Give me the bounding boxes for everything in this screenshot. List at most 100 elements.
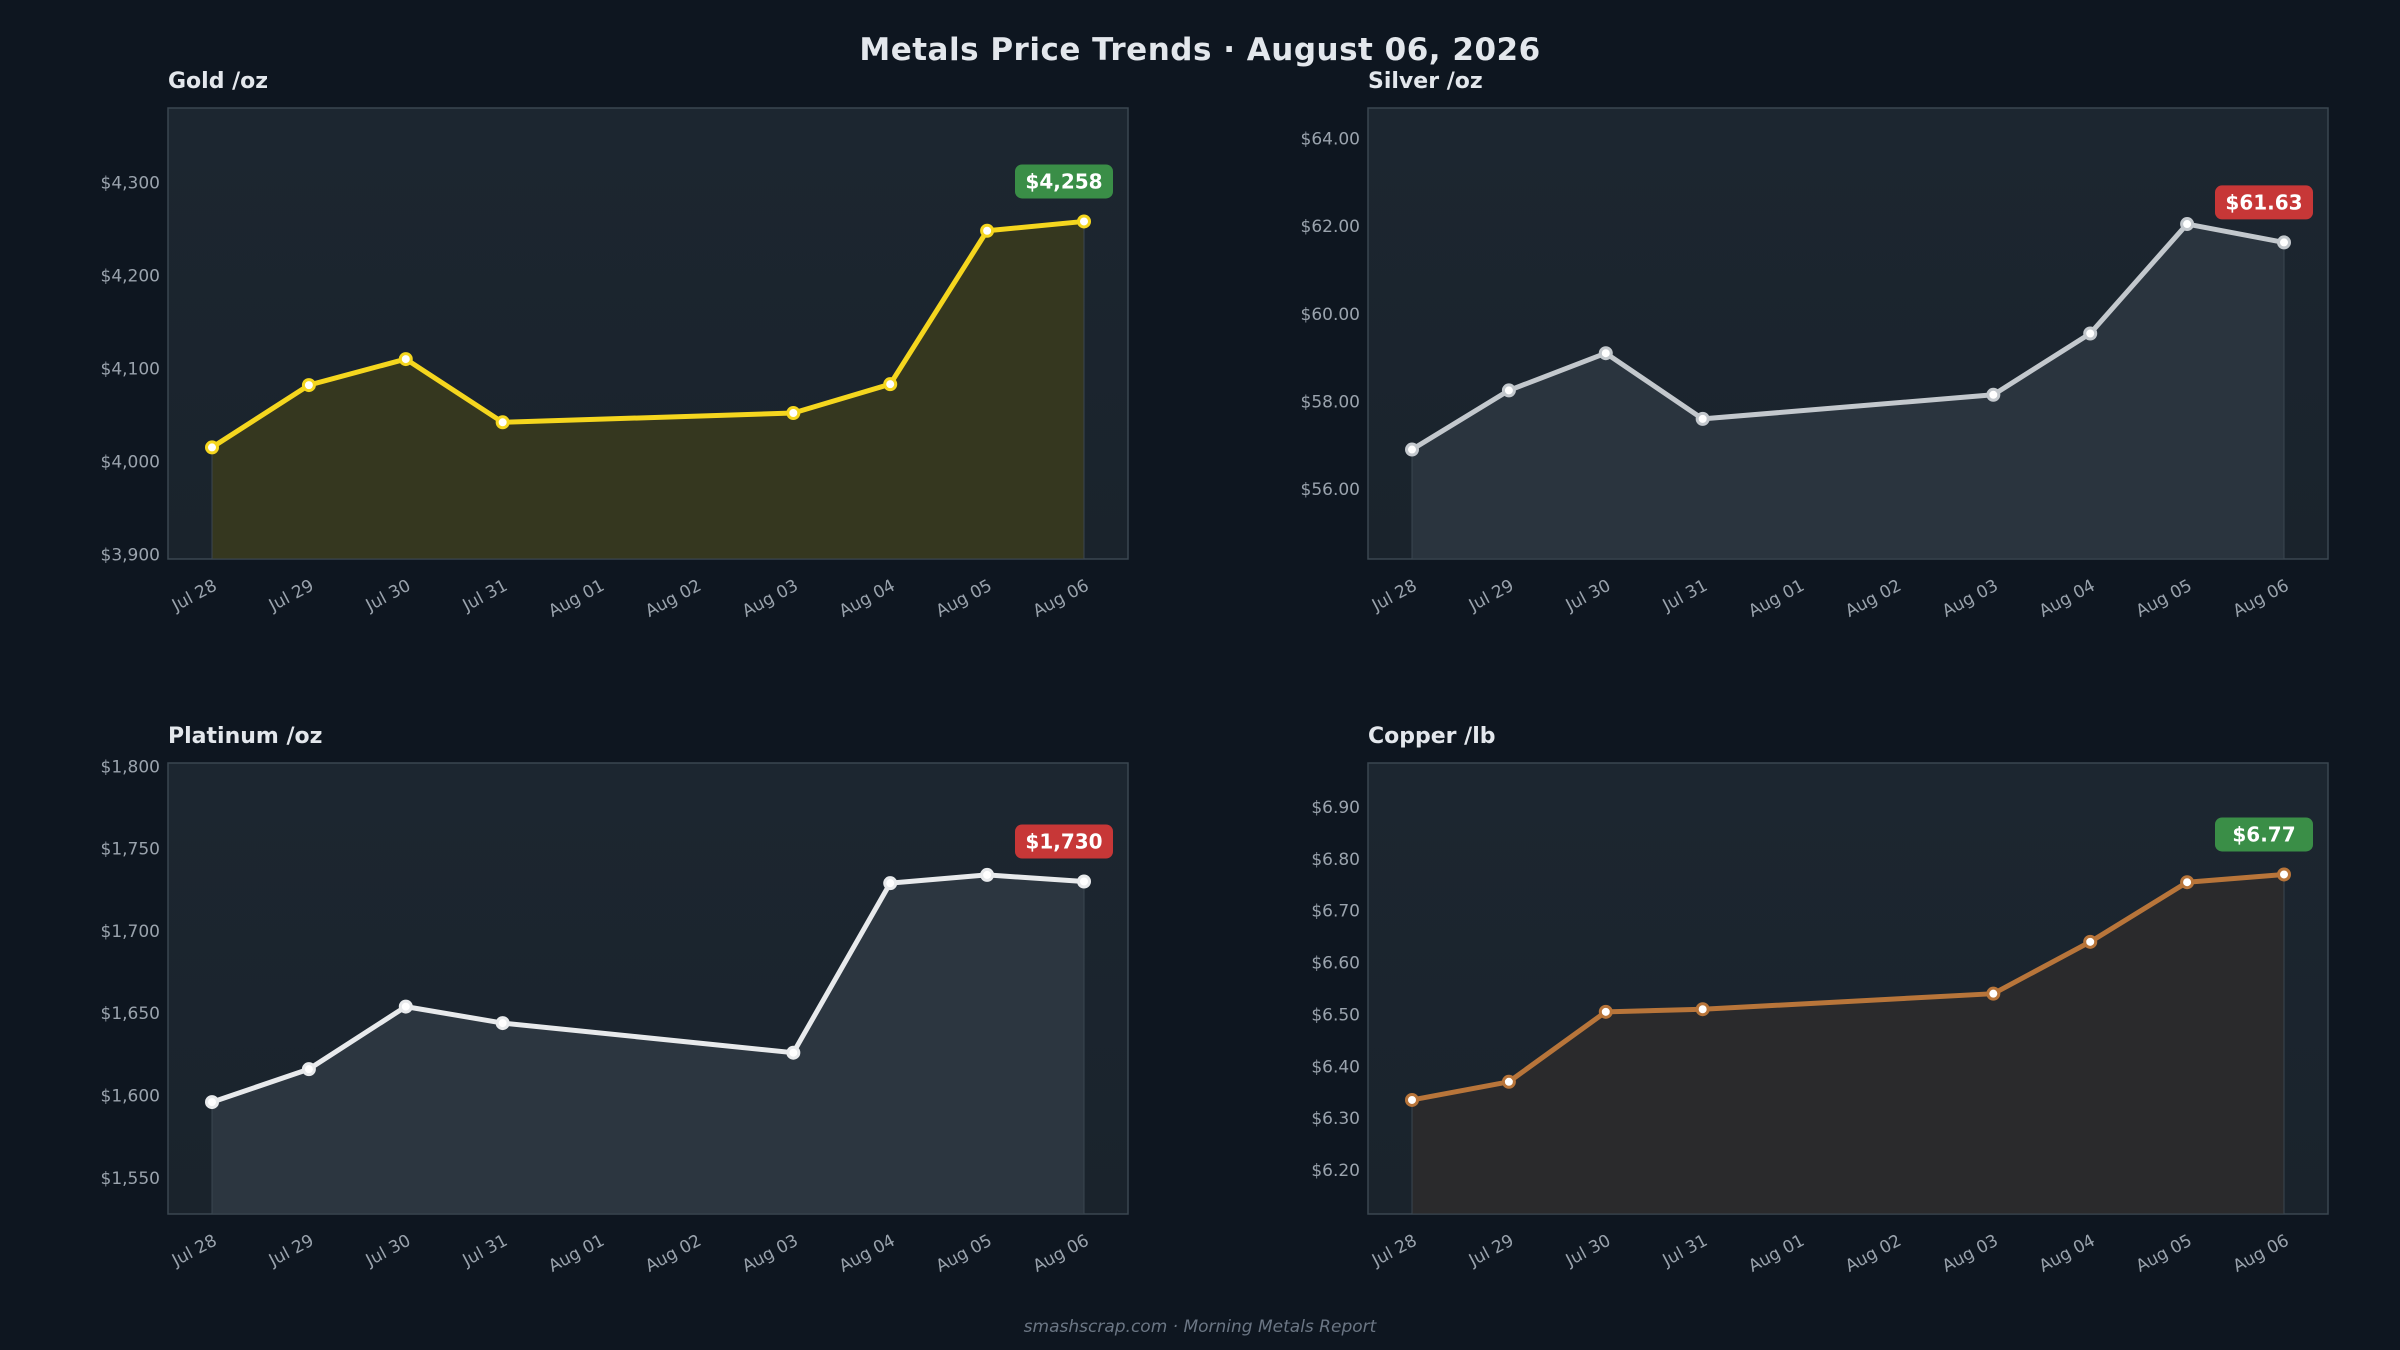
silver-chart: Silver /oz $56.00 $58.00 $60.00 $62.00 $64.00… (1301, 69, 2329, 622)
gold-data-point (205, 440, 219, 455)
copper-ytick-label: $6.50 (1311, 1005, 1360, 1025)
copper-data-point (2180, 875, 2195, 890)
silver-xtick-label: Aug 05 (2133, 576, 2196, 622)
gold-data-point (980, 223, 995, 238)
silver-xtick-label: Jul 29 (1465, 576, 1517, 616)
gold-data-point (301, 378, 316, 393)
silver-ytick-label: $64.00 (1301, 130, 1360, 150)
silver-data-point (2180, 217, 2195, 232)
silver-xtick-label: Aug 02 (1842, 576, 1905, 622)
gold-xtick-label: Aug 06 (1030, 576, 1093, 622)
platinum-ytick-label: $1,600 (101, 1086, 160, 1106)
copper-xtick-label: Aug 04 (2036, 1231, 2099, 1277)
platinum-badge-bg (1015, 824, 1113, 859)
copper-xtick-label: Aug 06 (2230, 1231, 2293, 1277)
copper-badge-bg (2215, 817, 2313, 852)
copper-data-point (1695, 1002, 1710, 1017)
platinum-data-point (786, 1045, 801, 1060)
gold-xtick-label: Aug 04 (836, 576, 899, 622)
platinum-ytick-label: $1,750 (101, 840, 160, 860)
copper-data-point (2083, 934, 2098, 949)
platinum-ytick-label: $1,800 (101, 757, 160, 777)
silver-data-point (1598, 346, 1613, 361)
platinum-xtick-label: Aug 03 (739, 1231, 802, 1277)
copper-data-point (2277, 867, 2291, 882)
silver-data-point (1405, 442, 1419, 457)
copper-data-point (1986, 986, 2001, 1001)
copper-chart: Copper /lb $6.20 $6.30 $6.40 $6.50 $6.60 $6.70… (1311, 724, 2329, 1277)
copper-data-point (1501, 1074, 1516, 1089)
copper-ytick-label: $6.80 (1311, 850, 1360, 870)
copper-xtick-label: Jul 28 (1368, 1231, 1420, 1271)
silver-series-line (1409, 221, 2287, 453)
copper-series-line (1409, 871, 2287, 1103)
platinum-data-point (495, 1016, 510, 1031)
gold-ytick-label: $4,200 (101, 266, 160, 286)
gold-chart-title: Gold /oz (168, 69, 268, 94)
silver-xtick-label: Jul 28 (1368, 576, 1420, 616)
copper-xtick-label: Aug 02 (1842, 1231, 1905, 1277)
silver-ytick-label: $60.00 (1301, 305, 1360, 325)
silver-data-point (2083, 326, 2098, 341)
platinum-xtick-label: Jul 29 (265, 1231, 317, 1271)
silver-badge-bg (2215, 185, 2313, 220)
gold-xtick-label: Jul 31 (459, 576, 511, 616)
silver-data-point (2277, 235, 2291, 250)
platinum-data-point (883, 876, 898, 891)
platinum-xtick-label: Jul 31 (459, 1231, 511, 1271)
gold-data-point (495, 415, 510, 430)
platinum-xtick-label: Jul 28 (168, 1231, 220, 1271)
platinum-xtick-label: Aug 01 (545, 1231, 608, 1277)
gold-series-line (209, 218, 1087, 450)
gold-xtick-label: Aug 02 (642, 576, 705, 622)
platinum-chart: Platinum /oz $1,550 $1,600 $1,650 $1,700 $1,7… (101, 724, 1129, 1277)
copper-xtick-label: Aug 03 (1939, 1231, 2002, 1277)
platinum-ytick-label: $1,650 (101, 1004, 160, 1024)
platinum-xtick-label: Aug 02 (642, 1231, 705, 1277)
platinum-data-point (980, 867, 995, 882)
silver-xtick-label: Jul 31 (1659, 576, 1711, 616)
silver-ytick-label: $56.00 (1301, 480, 1360, 500)
gold-xtick-label: Aug 01 (545, 576, 608, 622)
copper-ytick-label: $6.20 (1311, 1161, 1360, 1181)
gold-xtick-label: Aug 05 (933, 576, 996, 622)
page-title: Metals Price Trends · August 06, 2026 (859, 32, 1541, 68)
footer-credit: smashscrap.com · Morning Metals Report (1023, 1317, 1377, 1337)
copper-xtick-label: Jul 30 (1562, 1231, 1614, 1271)
silver-ytick-label: $62.00 (1301, 217, 1360, 237)
copper-price-badge: $6.77 (2215, 817, 2313, 852)
platinum-data-point (398, 999, 413, 1014)
platinum-data-point (1077, 874, 1091, 889)
platinum-ytick-label: $1,700 (101, 922, 160, 942)
platinum-badge-label: $1,730 (1025, 830, 1102, 854)
gold-xtick-label: Aug 03 (739, 576, 802, 622)
copper-xtick-label: Jul 29 (1465, 1231, 1517, 1271)
copper-ytick-label: $6.90 (1311, 798, 1360, 818)
gold-xtick-label: Jul 30 (362, 576, 414, 616)
gold-ytick-label: $4,000 (101, 452, 160, 472)
silver-data-point (1986, 387, 2001, 402)
platinum-price-badge: $1,730 (1015, 824, 1113, 859)
silver-xtick-label: Aug 03 (1939, 576, 2002, 622)
gold-price-badge: $4,258 (1015, 164, 1113, 199)
copper-chart-title: Copper /lb (1368, 724, 1496, 749)
copper-ytick-label: $6.30 (1311, 1109, 1360, 1129)
platinum-data-point (301, 1062, 316, 1077)
silver-badge-label: $61.63 (2225, 190, 2302, 214)
gold-badge-label: $4,258 (1025, 169, 1102, 193)
copper-data-point (1598, 1004, 1613, 1019)
copper-xtick-label: Aug 05 (2133, 1231, 2196, 1277)
gold-ytick-label: $4,300 (101, 173, 160, 193)
gold-xtick-label: Jul 29 (265, 576, 317, 616)
gold-xtick-label: Jul 28 (168, 576, 220, 616)
silver-xtick-label: Aug 06 (2230, 576, 2293, 622)
silver-chart-title: Silver /oz (1368, 69, 1483, 94)
platinum-data-point (205, 1095, 219, 1110)
copper-data-point (1405, 1092, 1419, 1107)
platinum-ytick-label: $1,550 (101, 1169, 160, 1189)
silver-data-point (1501, 383, 1516, 398)
platinum-xtick-label: Aug 06 (1030, 1231, 1093, 1277)
silver-ytick-label: $58.00 (1301, 392, 1360, 412)
gold-ytick-label: $3,900 (101, 545, 160, 565)
gold-badge-bg (1015, 164, 1113, 199)
